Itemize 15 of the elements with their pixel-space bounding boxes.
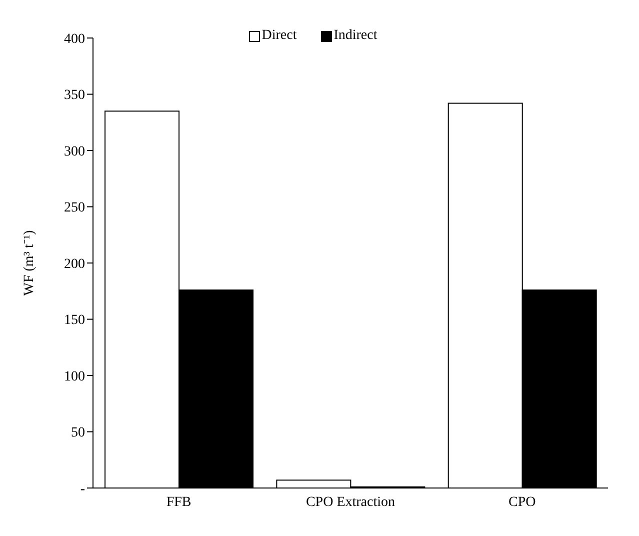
x-tick-label: CPO Extraction: [306, 494, 396, 510]
y-axis-title: WF (m³ t⁻¹): [22, 230, 37, 296]
y-tick-label: 300: [64, 144, 85, 160]
y-tick-label: 250: [64, 200, 85, 216]
y-tick-label: 50: [71, 426, 85, 441]
y-tick-label: -: [80, 482, 86, 497]
legend-label: Direct: [260, 28, 297, 44]
y-tick-label: 200: [64, 256, 85, 272]
y-tick-label: 400: [64, 32, 85, 47]
y-tick-label: 350: [64, 88, 85, 104]
legend-label: Indirect: [332, 28, 378, 44]
y-tick-label: 150: [64, 313, 85, 328]
x-tick-label: FFB: [166, 494, 192, 510]
x-tick-label: CPO: [508, 494, 536, 510]
y-tick-label: 100: [64, 369, 85, 384]
